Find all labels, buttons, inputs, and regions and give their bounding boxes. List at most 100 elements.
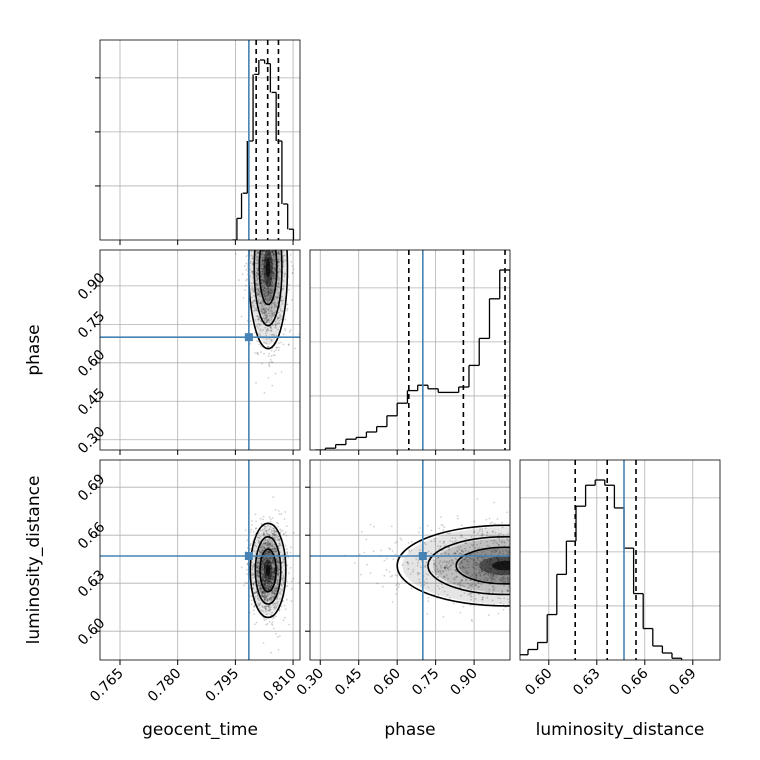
sample-point — [266, 248, 268, 250]
sample-point — [268, 218, 270, 220]
sample-point — [560, 561, 562, 563]
sample-point — [275, 550, 278, 553]
sample-point — [268, 307, 271, 310]
sample-point — [485, 573, 488, 575]
sample-point — [278, 253, 281, 256]
sample-point — [601, 587, 603, 589]
sample-point — [502, 579, 505, 582]
sample-point — [273, 217, 275, 219]
sample-point — [542, 589, 544, 591]
sample-point — [571, 550, 573, 552]
sample-point — [470, 588, 472, 591]
sample-point — [516, 562, 518, 564]
sample-point — [276, 566, 279, 569]
sample-point — [535, 535, 537, 537]
sample-point — [278, 572, 280, 574]
sample-point — [263, 528, 266, 530]
histogram-steps — [527, 480, 683, 660]
sample-point — [279, 200, 281, 202]
sample-point — [267, 533, 269, 535]
sample-point — [465, 579, 467, 582]
sample-point — [545, 550, 547, 552]
sample-point — [263, 228, 265, 230]
sample-point — [451, 559, 453, 562]
sample-point — [259, 584, 262, 587]
sample-point — [272, 602, 275, 604]
sample-point — [621, 564, 623, 566]
sample-point — [270, 233, 272, 235]
sample-point — [263, 580, 266, 583]
sample-point — [271, 214, 273, 216]
sample-point — [275, 225, 277, 227]
sample-point — [459, 581, 462, 584]
sample-point — [266, 582, 269, 585]
sample-point — [259, 302, 262, 305]
sample-point — [410, 549, 413, 552]
sample-point — [288, 283, 291, 286]
sample-point — [271, 258, 274, 260]
sample-point — [442, 570, 444, 573]
sample-point — [269, 575, 271, 578]
sample-point — [249, 587, 252, 590]
sample-point — [473, 530, 476, 533]
sample-point — [267, 609, 270, 612]
sample-point — [259, 217, 261, 219]
sample-point — [567, 558, 569, 560]
sample-point — [266, 599, 269, 601]
sample-point — [525, 571, 527, 573]
density-level — [255, 250, 281, 322]
sample-point — [501, 590, 503, 592]
sample-point — [272, 235, 274, 237]
sample-point — [276, 566, 279, 568]
sample-point — [554, 558, 556, 560]
sample-point — [279, 543, 281, 546]
sample-point — [262, 578, 265, 581]
sample-point — [250, 209, 252, 211]
sample-point — [251, 248, 253, 250]
sample-point — [276, 586, 279, 589]
sample-point — [274, 301, 276, 304]
sample-point — [572, 580, 574, 582]
sample-point — [257, 584, 260, 587]
sample-point — [448, 548, 450, 551]
sample-point — [264, 247, 266, 249]
sample-point — [433, 563, 436, 566]
sample-point — [488, 560, 491, 562]
sample-point — [255, 253, 257, 256]
sample-point — [261, 238, 263, 240]
sample-point — [271, 568, 273, 571]
sample-point — [273, 267, 275, 270]
sample-point — [257, 323, 260, 325]
sample-point — [269, 562, 272, 564]
sample-point — [270, 361, 273, 363]
panel-frame — [309, 459, 511, 661]
sample-point — [270, 287, 273, 290]
sample-point — [272, 272, 275, 275]
sample-point — [265, 295, 268, 297]
sample-point — [257, 572, 260, 575]
sample-point — [274, 217, 276, 219]
sample-point — [264, 586, 267, 588]
sample-point — [271, 210, 273, 212]
sample-point — [265, 311, 267, 314]
sample-point — [267, 287, 270, 289]
sample-point — [265, 281, 268, 283]
sample-point — [497, 612, 500, 615]
sample-point — [516, 549, 518, 551]
sample-point — [263, 266, 266, 269]
sample-point — [417, 559, 420, 562]
sample-point — [251, 246, 253, 248]
sample-point — [264, 561, 267, 563]
sample-point — [518, 570, 520, 572]
sample-point — [256, 566, 259, 569]
sample-point — [536, 583, 538, 585]
sample-point — [260, 218, 262, 220]
sample-point — [430, 552, 433, 555]
sample-point — [280, 605, 283, 608]
sample-point — [443, 541, 445, 543]
sample-point — [512, 573, 514, 575]
sample-point — [527, 595, 529, 597]
sample-point — [482, 570, 484, 573]
sample-point — [515, 551, 517, 553]
sample-point — [273, 575, 276, 578]
